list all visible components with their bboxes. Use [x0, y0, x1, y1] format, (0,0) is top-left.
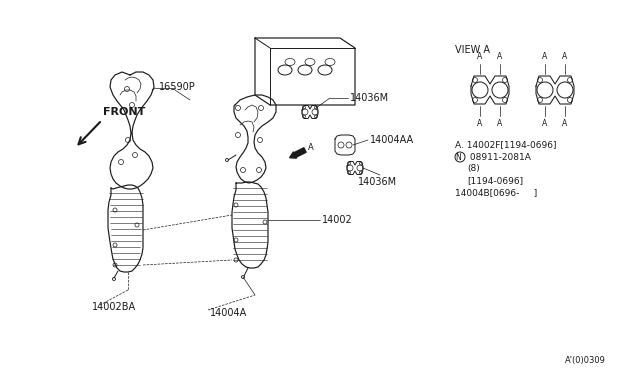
Text: A: A — [308, 142, 314, 151]
Text: FRONT: FRONT — [103, 107, 145, 117]
Text: 14004AA: 14004AA — [370, 135, 414, 145]
Text: 14002BA: 14002BA — [92, 302, 136, 312]
Text: 08911-2081A: 08911-2081A — [467, 153, 531, 161]
Text: [1194-0696]: [1194-0696] — [467, 176, 523, 186]
Text: A: A — [497, 52, 502, 61]
Text: N: N — [455, 153, 461, 161]
Text: 14004B[0696-     ]: 14004B[0696- ] — [455, 189, 537, 198]
Text: 14002: 14002 — [322, 215, 353, 225]
Text: (8): (8) — [467, 164, 480, 173]
Text: A: A — [563, 119, 568, 128]
Text: A: A — [563, 52, 568, 61]
Text: 14036M: 14036M — [358, 177, 397, 187]
Text: A: A — [542, 119, 548, 128]
Text: A: A — [477, 119, 483, 128]
Text: 14036M: 14036M — [350, 93, 389, 103]
Text: 16590P: 16590P — [159, 82, 195, 92]
Text: A: A — [542, 52, 548, 61]
Text: VIEW A: VIEW A — [455, 45, 490, 55]
FancyArrow shape — [290, 148, 306, 158]
Text: A: A — [497, 119, 502, 128]
Text: A: A — [477, 52, 483, 61]
Text: A. 14002F[1194-0696]: A. 14002F[1194-0696] — [455, 141, 557, 150]
Text: 14004A: 14004A — [210, 308, 247, 318]
Text: A'(0)0309: A'(0)0309 — [565, 356, 606, 365]
